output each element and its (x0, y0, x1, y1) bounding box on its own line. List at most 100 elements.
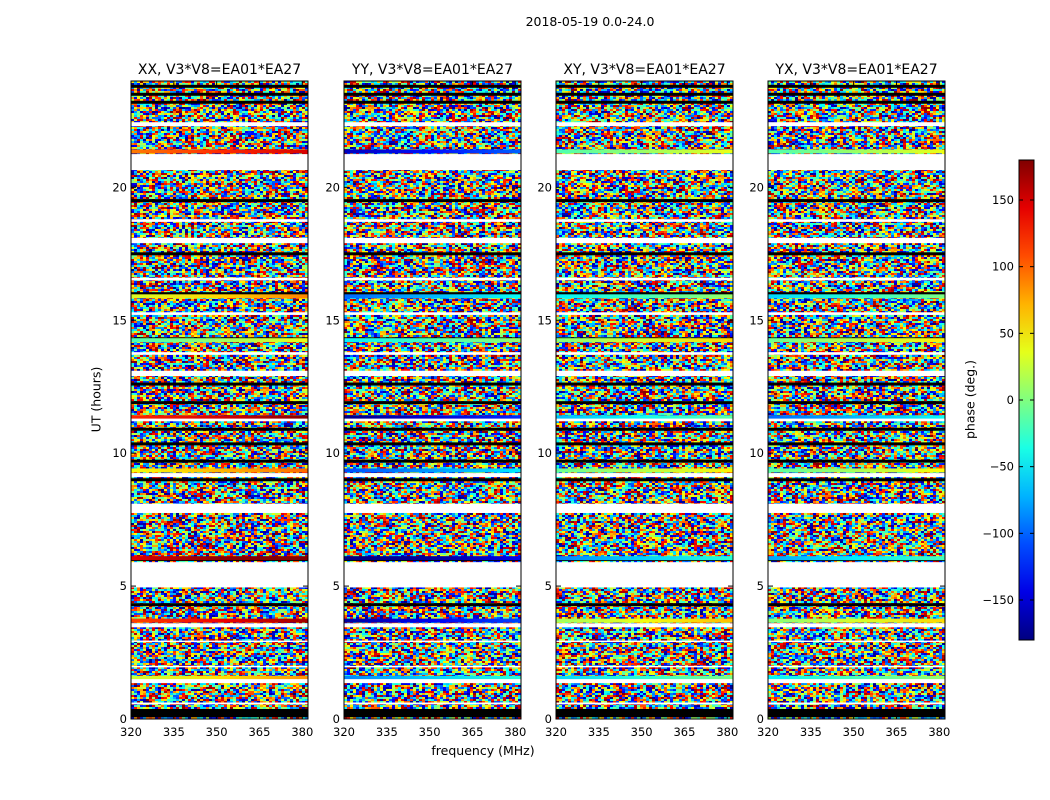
heatmap-cell (284, 137, 287, 139)
heatmap-cell (140, 91, 143, 93)
heatmap-cell (140, 105, 143, 107)
heatmap-cell (134, 117, 137, 119)
heatmap-cell (149, 89, 152, 91)
heatmap-cell (248, 91, 251, 93)
heatmap-cell (188, 139, 191, 141)
heatmap-cell (290, 113, 293, 115)
heatmap-cell (167, 99, 170, 101)
heatmap-cell (263, 135, 266, 137)
heatmap-cell (272, 105, 275, 107)
heatmap-cell (179, 133, 182, 135)
heatmap-cell (134, 135, 137, 137)
heatmap-cell (158, 83, 161, 85)
heatmap-cell (245, 91, 248, 93)
heatmap-cell (242, 91, 245, 93)
heatmap-cell (215, 119, 218, 121)
heatmap-cell (158, 139, 161, 141)
heatmap-cell (134, 89, 137, 91)
heatmap-cell (263, 107, 266, 109)
heatmap-cell (299, 131, 302, 133)
heatmap-cell (296, 131, 299, 133)
heatmap-cell (236, 129, 239, 131)
heatmap-cell (281, 111, 284, 113)
heatmap-cell (155, 111, 158, 113)
heatmap-cell (182, 109, 185, 111)
heatmap-cell (194, 139, 197, 141)
heatmap-cell (158, 109, 161, 111)
heatmap-cell (284, 117, 287, 119)
heatmap-cell (257, 99, 260, 101)
heatmap-cell (143, 117, 146, 119)
heatmap-cell (269, 113, 272, 115)
heatmap-cell (185, 117, 188, 119)
heatmap-cell (287, 119, 290, 121)
heatmap-cell (269, 115, 272, 117)
heatmap-cell (248, 83, 251, 85)
heatmap-cell (197, 131, 200, 133)
heatmap-cell (248, 119, 251, 121)
heatmap-cell (134, 113, 137, 115)
heatmap-cell (299, 107, 302, 109)
heatmap-cell (167, 113, 170, 115)
heatmap-cell (233, 109, 236, 111)
heatmap-cell (173, 109, 176, 111)
heatmap-cell (194, 107, 197, 109)
heatmap-cell (245, 131, 248, 133)
heatmap-cell (152, 99, 155, 101)
heatmap-cell (263, 115, 266, 117)
heatmap-cell (275, 111, 278, 113)
heatmap-cell (161, 115, 164, 117)
heatmap-cell (167, 117, 170, 119)
heatmap-cell (215, 131, 218, 133)
heatmap-cell (212, 89, 215, 91)
heatmap-cell (239, 97, 242, 99)
heatmap-cell (170, 107, 173, 109)
heatmap-cell (281, 127, 284, 129)
heatmap-cell (260, 113, 263, 115)
heatmap-cell (242, 127, 245, 129)
heatmap-cell (302, 129, 305, 131)
heatmap-cell (212, 91, 215, 93)
heatmap-cell (191, 99, 194, 101)
heatmap-cell (230, 113, 233, 115)
heatmap-cell (239, 109, 242, 111)
heatmap-cell (275, 109, 278, 111)
heatmap-cell (140, 127, 143, 129)
heatmap-cell (155, 133, 158, 135)
heatmap-cell (260, 119, 263, 121)
heatmap-cell (233, 105, 236, 107)
heatmap-cell (263, 89, 266, 91)
heatmap-cell (191, 127, 194, 129)
heatmap-cell (221, 83, 224, 85)
heatmap-cell (158, 111, 161, 113)
heatmap-cell (236, 119, 239, 121)
heatmap-cell (137, 113, 140, 115)
heatmap-cell (188, 129, 191, 131)
heatmap-cell (197, 135, 200, 137)
heatmap-cell (275, 127, 278, 129)
heatmap-cell (242, 129, 245, 131)
heatmap-cell (275, 113, 278, 115)
heatmap-cell (251, 89, 254, 91)
heatmap-cell (281, 99, 284, 101)
heatmap-cell (194, 91, 197, 93)
heatmap-cell (284, 129, 287, 131)
heatmap-cell (221, 107, 224, 109)
heatmap-cell (236, 107, 239, 109)
heatmap-cell (206, 91, 209, 93)
heatmap-cell (182, 119, 185, 121)
heatmap-cell (281, 97, 284, 99)
heatmap-cell (152, 107, 155, 109)
heatmap-cell (221, 109, 224, 111)
heatmap-cell (251, 119, 254, 121)
heatmap-cell (254, 91, 257, 93)
heatmap-cell (284, 109, 287, 111)
heatmap-cell (284, 105, 287, 107)
heatmap-cell (215, 91, 218, 93)
heatmap-cell (248, 135, 251, 137)
heatmap-cell (293, 129, 296, 131)
heatmap-cell (257, 105, 260, 107)
heatmap-cell (227, 89, 230, 91)
heatmap-cell (155, 119, 158, 121)
heatmap-cell (290, 131, 293, 133)
